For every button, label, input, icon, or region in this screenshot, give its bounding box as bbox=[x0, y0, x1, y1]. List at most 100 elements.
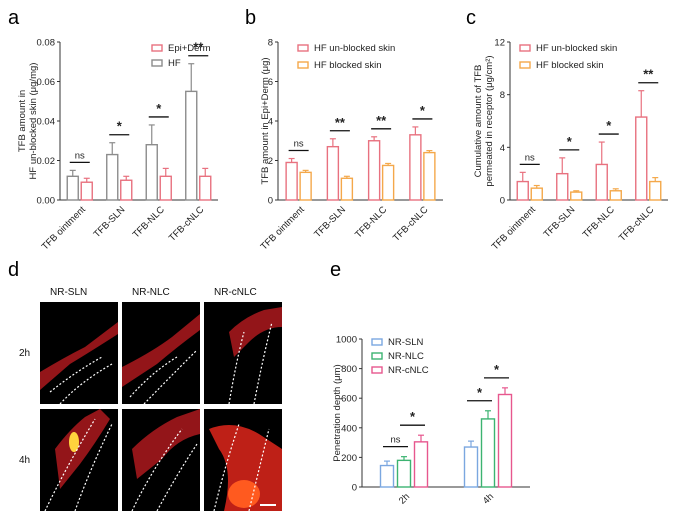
panel-c-xtick-label: TFB ointment bbox=[490, 204, 538, 252]
panel-a-ytick-label: 0.06 bbox=[37, 77, 56, 88]
panel-a-legend-swatch bbox=[151, 44, 163, 52]
panel-c-sig-label: * bbox=[606, 118, 612, 133]
panel-e-bar-nr-sln bbox=[379, 464, 395, 488]
panel-e-bar-nr-cnlc bbox=[413, 441, 429, 488]
panel-c-ytick-label: 12 bbox=[494, 38, 505, 49]
panel-a-sig-label: ns bbox=[75, 150, 85, 161]
panel-b-sig-label: ns bbox=[294, 139, 304, 150]
panel-b-legend-swatch bbox=[297, 61, 309, 69]
panel-b-ytick-label: 0 bbox=[268, 196, 273, 207]
micrograph-column-label: NR-cNLC bbox=[214, 287, 257, 298]
panel-a-bar-epi-derm bbox=[80, 181, 93, 201]
panel-c-bar-hf-un-blocked-skin bbox=[635, 116, 648, 201]
micrograph-row-label: 2h bbox=[19, 348, 31, 359]
fluorescence-micrograph bbox=[204, 302, 282, 404]
panel-e-legend-label: NR-cNLC bbox=[388, 365, 429, 376]
panel-e-ytick-label: 1000 bbox=[336, 335, 357, 346]
panel-e-sig-label: * bbox=[477, 385, 483, 400]
panel-letter-a: a bbox=[8, 7, 20, 29]
fluorescence-micrograph bbox=[40, 302, 118, 404]
panel-a-bar-hf bbox=[66, 175, 79, 201]
panel-a-bar-hf bbox=[185, 90, 198, 201]
panel-c-bar-hf-un-blocked-skin bbox=[556, 172, 569, 201]
panel-c-bar-hf-blocked-skin bbox=[530, 187, 543, 201]
fluorescence-micrograph bbox=[204, 409, 282, 511]
panel-e-ytick-label: 0 bbox=[352, 483, 357, 494]
panel-c-ytick-label: 8 bbox=[500, 90, 505, 101]
panel-e-ytick-label: 600 bbox=[341, 394, 357, 405]
panel-a-xtick-label: TFB-SLN bbox=[92, 204, 128, 240]
panel-e-legend-swatch bbox=[371, 338, 383, 346]
panel-c-xtick-label: TFB-NLC bbox=[581, 204, 617, 240]
panel-b-sig-label: ** bbox=[335, 115, 346, 130]
panel-a-ytick-label: 0.00 bbox=[37, 196, 56, 207]
panel-b-bar-hf-un-blocked-skin bbox=[409, 134, 422, 201]
panel-letter-c: c bbox=[466, 7, 476, 29]
panel-c-sig-label: ns bbox=[525, 152, 535, 163]
fluorescence-micrograph bbox=[122, 409, 200, 511]
panel-e-sig-label: * bbox=[494, 362, 500, 377]
panel-e-legend-swatch bbox=[371, 366, 383, 374]
panel-b-ytick-label: 6 bbox=[268, 77, 273, 88]
panel-c-bar-hf-blocked-skin bbox=[609, 190, 622, 201]
panel-e-sig-label: ns bbox=[390, 435, 400, 446]
panel-c-legend-swatch bbox=[519, 44, 531, 52]
panel-e-bar-nr-sln bbox=[463, 446, 479, 488]
panel-a-ylabel: TFB amount in bbox=[17, 90, 28, 152]
panel-b-xtick-label: TFB ointment bbox=[259, 204, 307, 252]
panel-e-bar-nr-nlc bbox=[480, 418, 496, 488]
panel-a-bar-hf bbox=[145, 143, 158, 201]
panel-e-bar-nr-nlc bbox=[396, 459, 412, 488]
panel-e-xtick-label: 4h bbox=[481, 491, 496, 506]
panel-letter-e: e bbox=[330, 259, 341, 281]
panel-c-ylabel: Cumulative amount of TFB bbox=[473, 65, 484, 178]
panel-a-legend-label: Epi+Derm bbox=[168, 43, 211, 54]
panel-c-legend-label: HF blocked skin bbox=[536, 60, 604, 71]
panel-c-sig-label: * bbox=[567, 134, 573, 149]
micrograph-column-label: NR-SLN bbox=[50, 287, 88, 298]
panel-e-ytick-label: 800 bbox=[341, 364, 357, 375]
panel-c-ylabel: permeated in receptor (μg/cm²) bbox=[484, 55, 495, 186]
panel-b-bar-hf-blocked-skin bbox=[340, 177, 354, 201]
micrograph-column-label: NR-NLC bbox=[132, 287, 170, 298]
panel-a-xtick-label: TFB ointment bbox=[40, 204, 88, 252]
panel-e-legend-label: NR-SLN bbox=[388, 337, 424, 348]
micrograph-row-label: 4h bbox=[19, 455, 31, 466]
panel-a-sig-label: * bbox=[117, 119, 123, 134]
panel-b-sig-label: ** bbox=[376, 113, 387, 128]
panel-b-bar-hf-un-blocked-skin bbox=[367, 140, 381, 201]
panel-e-legend-swatch bbox=[371, 352, 383, 360]
panel-b-bar-hf-blocked-skin bbox=[299, 171, 312, 201]
fluorescence-micrograph bbox=[40, 409, 118, 511]
panel-c-bar-hf-un-blocked-skin bbox=[595, 163, 608, 201]
panel-c-sig-label: ** bbox=[643, 67, 654, 82]
panel-c-xtick-label: TFB-SLN bbox=[542, 204, 578, 240]
panel-b-bar-hf-blocked-skin bbox=[423, 151, 436, 201]
panel-letter-b: b bbox=[245, 7, 256, 29]
panel-e-sig-label: * bbox=[410, 409, 416, 424]
panel-c-bar-hf-un-blocked-skin bbox=[516, 180, 529, 201]
panel-a-ytick-label: 0.04 bbox=[37, 117, 56, 128]
panel-e-ytick-label: 400 bbox=[341, 423, 357, 434]
panel-a-ytick-label: 0.08 bbox=[37, 38, 56, 49]
panel-a-sig-label: ** bbox=[193, 40, 204, 55]
panel-a-bar-epi-derm bbox=[159, 175, 172, 201]
panel-b-xtick-label: TFB-cNLC bbox=[391, 204, 431, 244]
panel-b-ytick-label: 4 bbox=[268, 117, 273, 128]
panel-e-xtick-label: 2h bbox=[397, 491, 412, 506]
panel-e-ytick-label: 200 bbox=[341, 453, 357, 464]
panel-c-bar-hf-blocked-skin bbox=[649, 180, 662, 201]
panel-a-bar-epi-derm bbox=[199, 175, 212, 201]
panel-c-ytick-label: 0 bbox=[500, 196, 505, 207]
panel-b-ytick-label: 8 bbox=[268, 38, 273, 49]
panel-b-bar-hf-un-blocked-skin bbox=[326, 145, 340, 201]
panel-b-sig-label: * bbox=[420, 103, 426, 118]
panel-letter-d: d bbox=[8, 259, 19, 281]
panel-b-xtick-label: TFB-NLC bbox=[353, 204, 389, 240]
panel-e-ylabel: Penetration depth (μm) bbox=[332, 364, 343, 461]
panel-a-bar-epi-derm bbox=[120, 179, 133, 201]
panel-e-bar-nr-cnlc bbox=[497, 393, 513, 488]
panel-a-ytick-label: 0.02 bbox=[37, 156, 56, 167]
panel-c-xtick-label: TFB-cNLC bbox=[617, 204, 657, 244]
